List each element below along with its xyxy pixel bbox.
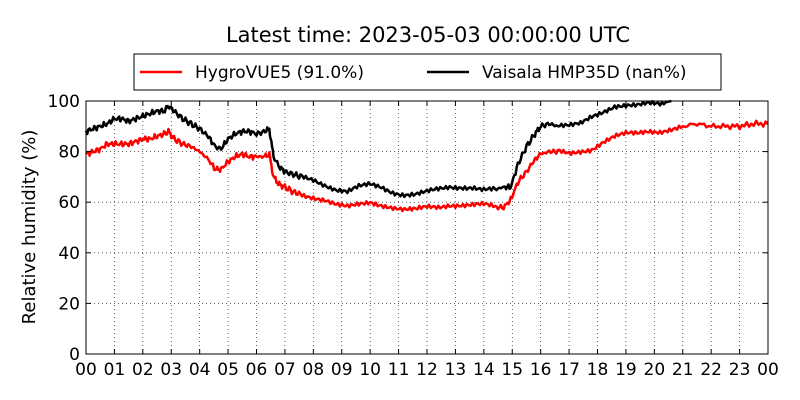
x-tick-label: 05 [217,360,239,380]
x-tick-label: 01 [104,360,126,380]
x-tick-label: 00 [75,360,97,380]
legend: HygroVUE5 (91.0%) Vaisala HMP35D (nan%) [133,53,722,91]
x-tick-label: 19 [615,360,637,380]
y-tick-label: 20 [58,294,80,314]
x-tick-label: 03 [160,360,182,380]
x-tick-label: 13 [445,360,467,380]
x-tick-label: 17 [558,360,580,380]
grid [86,101,768,354]
x-tick-label: 07 [274,360,296,380]
y-axis-label: Relative humidity (%) [19,130,40,325]
x-axis: 00 01 02 03 04 05 06 07 08 09 10 11 12 13 14 15 16 17 18 19… [75,101,779,380]
x-tick-label: 16 [530,360,552,380]
series-line-hygrovue5 [85,119,769,213]
x-tick-label: 04 [189,360,211,380]
legend-label-hygrovue5: HygroVUE5 (91.0%) [195,63,364,83]
y-tick-label: 40 [58,244,80,264]
plot-frame [85,100,769,355]
x-tick-label: 02 [132,360,154,380]
x-tick-label: 14 [473,360,495,380]
x-tick-label: 06 [246,360,268,380]
y-tick-label: 100 [48,92,80,112]
chart-title: Latest time: 2023-05-03 00:00:00 UTC [226,23,630,47]
x-tick-label: 15 [501,360,523,380]
y-tick-label: 60 [58,193,80,213]
x-tick-label: 11 [388,360,410,380]
x-tick-label: 12 [416,360,438,380]
series-line-vaisala [84,99,672,199]
y-tick-label: 80 [58,143,80,163]
y-axis: 0 20 40 60 80 100 [48,92,768,365]
x-tick-label: 09 [331,360,353,380]
x-tick-label: 21 [672,360,694,380]
x-tick-label: 18 [587,360,609,380]
x-tick-label: 22 [700,360,722,380]
x-tick-label: 10 [359,360,381,380]
x-tick-label: 20 [644,360,666,380]
x-tick-label: 23 [729,360,751,380]
x-tick-label: 00 [757,360,779,380]
y-tick-label: 0 [69,345,80,365]
legend-label-vaisala: Vaisala HMP35D (nan%) [482,63,686,83]
series-layer [84,99,769,213]
x-tick-label: 08 [303,360,325,380]
